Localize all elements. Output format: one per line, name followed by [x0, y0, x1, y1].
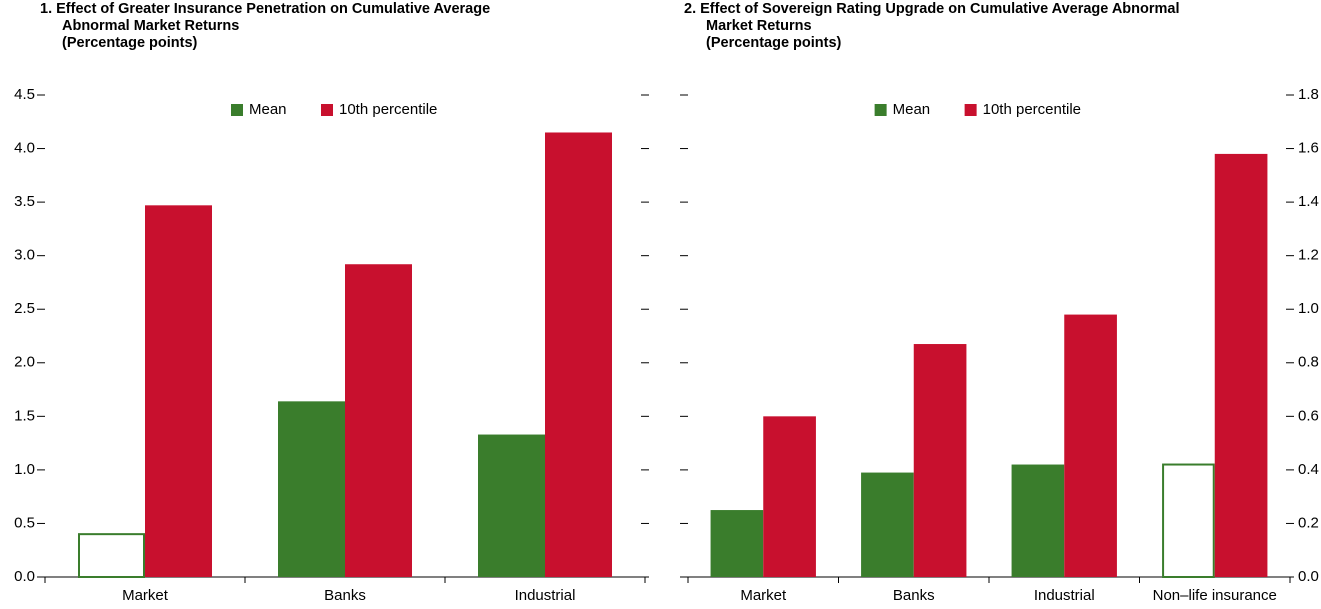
y-tick-label: 0.5 — [14, 514, 35, 531]
bar — [345, 264, 412, 577]
x-tick-label: Industrial — [1034, 587, 1095, 604]
y-tick-label: 4.0 — [14, 140, 35, 157]
y-tick-label: 3.5 — [14, 193, 35, 210]
x-tick-label: Market — [740, 587, 787, 604]
chart-subtitle: (Percentage points) — [62, 35, 198, 51]
x-tick-label: Banks — [893, 587, 935, 604]
bar — [1011, 464, 1065, 577]
bar — [913, 344, 967, 577]
y-tick-label: 0.0 — [1298, 568, 1319, 585]
legend-swatch — [231, 104, 243, 116]
bar — [1064, 314, 1117, 577]
chart: 2. Effect of Sovereign Rating Upgrade on… — [680, 1, 1319, 604]
legend-swatch — [964, 104, 977, 116]
chart-title: 2. Effect of Sovereign Rating Upgrade on… — [684, 1, 1180, 17]
y-tick-label: 0.8 — [1298, 354, 1319, 371]
bar — [145, 205, 212, 577]
bar — [1214, 153, 1268, 577]
chart-title: Abnormal Market Returns — [62, 18, 239, 34]
bar — [710, 510, 764, 577]
chart: 1. Effect of Greater Insurance Penetrati… — [14, 1, 649, 604]
y-tick-label: 1.0 — [14, 461, 35, 478]
y-tick-label: 1.5 — [14, 407, 35, 424]
y-tick-label: 1.6 — [1298, 140, 1319, 157]
bar — [78, 533, 145, 579]
y-tick-label: 4.5 — [14, 86, 35, 103]
y-tick-label: 1.2 — [1298, 247, 1319, 264]
chart-title: Market Returns — [706, 18, 812, 34]
legend-label: 10th percentile — [983, 101, 1081, 118]
bar — [763, 416, 816, 577]
y-tick-label: 2.5 — [14, 300, 35, 317]
bar — [478, 434, 545, 577]
y-tick-label: 0.6 — [1298, 407, 1319, 424]
bar — [545, 132, 612, 577]
y-tick-label: 2.0 — [14, 354, 35, 371]
chart-subtitle: (Percentage points) — [706, 35, 842, 51]
legend-swatch — [321, 104, 333, 116]
x-tick-label: Non–life insurance — [1153, 587, 1277, 604]
bar — [278, 401, 345, 577]
y-tick-label: 3.0 — [14, 247, 35, 264]
x-tick-label: Market — [122, 587, 169, 604]
x-tick-label: Banks — [324, 587, 366, 604]
y-tick-label: 0.2 — [1298, 514, 1319, 531]
bar — [861, 472, 914, 577]
legend-swatch — [874, 104, 887, 116]
y-tick-label: 1.8 — [1298, 86, 1319, 103]
y-tick-label: 1.0 — [1298, 300, 1319, 317]
x-tick-label: Industrial — [515, 587, 576, 604]
y-tick-label: 0.0 — [14, 568, 35, 585]
legend-label: 10th percentile — [339, 101, 437, 118]
bar — [1162, 463, 1215, 578]
legend-label: Mean — [249, 101, 287, 118]
chart-title: 1. Effect of Greater Insurance Penetrati… — [40, 1, 490, 17]
y-tick-label: 0.4 — [1298, 461, 1319, 478]
legend-label: Mean — [893, 101, 931, 118]
y-tick-label: 1.4 — [1298, 193, 1319, 210]
